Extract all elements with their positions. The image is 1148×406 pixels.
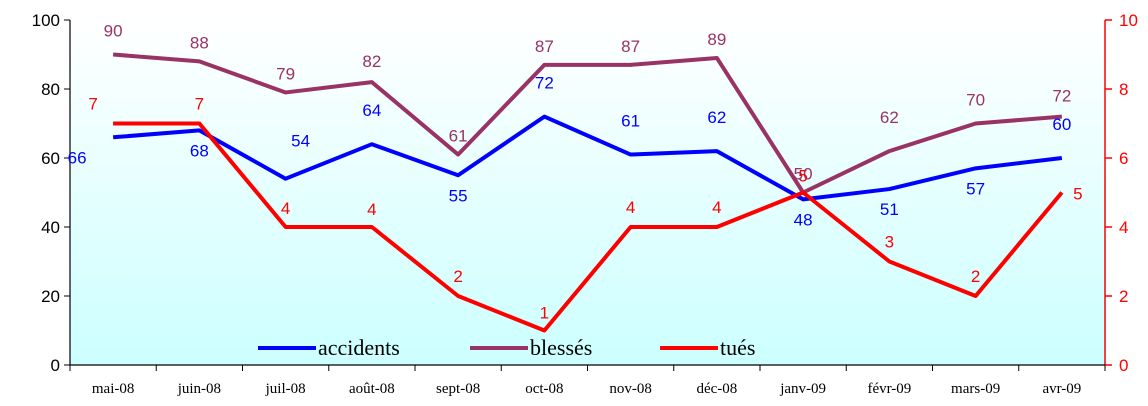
series-line-blessés	[112, 52, 1063, 195]
data-label-tués: 4	[367, 200, 376, 219]
data-label-blessés: 87	[621, 37, 640, 56]
data-label-tués: 4	[712, 198, 721, 217]
data-label-accidents: 68	[190, 141, 209, 160]
x-tick-label: août-08	[349, 381, 395, 397]
x-tick-label: sept-08	[436, 381, 480, 397]
y-right-tick-label: 6	[1119, 149, 1128, 168]
legend-label-blessés: blessés	[530, 335, 592, 360]
data-label-tués: 4	[281, 199, 290, 218]
data-label-accidents: 60	[1052, 115, 1071, 134]
data-label-blessés: 50	[794, 165, 813, 184]
data-label-blessés: 61	[449, 127, 468, 146]
y-left-tick-label: 60	[41, 149, 60, 168]
data-label-blessés: 70	[966, 91, 985, 110]
data-label-accidents: 48	[794, 210, 813, 229]
x-tick-label: janv-09	[779, 381, 826, 397]
legend-label-accidents: accidents	[318, 335, 400, 360]
y-right-tick-label: 2	[1119, 287, 1128, 306]
data-label-accidents: 54	[291, 132, 310, 151]
x-tick-label: avr-09	[1042, 381, 1081, 397]
data-label-blessés: 90	[104, 22, 123, 41]
data-label-accidents: 64	[362, 101, 381, 120]
y-right-tick-label: 4	[1119, 218, 1128, 237]
data-label-tués: 1	[540, 304, 549, 323]
x-tick-label: nov-08	[609, 381, 652, 397]
data-label-tués: 7	[88, 95, 97, 114]
data-label-tués: 2	[453, 267, 462, 286]
data-label-blessés: 88	[190, 33, 209, 52]
data-label-accidents: 66	[68, 148, 87, 167]
series-line-accidents	[112, 114, 1063, 202]
data-label-blessés: 89	[707, 30, 726, 49]
data-label-accidents: 72	[535, 74, 554, 93]
series-line-tués	[113, 121, 1064, 333]
x-tick-label: juil-08	[265, 381, 306, 397]
x-tick-label: juin-08	[177, 381, 221, 397]
y-left-tick-label: 100	[32, 11, 60, 30]
data-label-blessés: 72	[1052, 87, 1071, 106]
data-label-blessés: 79	[276, 64, 295, 83]
y-right-tick-label: 8	[1119, 80, 1128, 99]
data-label-accidents: 62	[707, 108, 726, 127]
y-left-tick-label: 40	[41, 218, 60, 237]
data-label-tués: 7	[195, 95, 204, 114]
data-label-accidents: 55	[449, 186, 468, 205]
data-label-tués: 3	[885, 233, 894, 252]
data-label-accidents: 61	[621, 112, 640, 131]
y-right-tick-label: 0	[1119, 356, 1128, 375]
y-left-tick-label: 20	[41, 287, 60, 306]
data-label-tués: 5	[1073, 185, 1082, 204]
data-label-accidents: 57	[966, 179, 985, 198]
legend-label-tués: tués	[720, 335, 755, 360]
y-right-tick-label: 10	[1119, 11, 1138, 30]
data-label-blessés: 82	[362, 52, 381, 71]
data-label-accidents: 51	[880, 200, 899, 219]
data-label-blessés: 87	[535, 37, 554, 56]
y-left-tick-label: 0	[51, 356, 60, 375]
x-tick-label: mai-08	[92, 381, 135, 397]
x-tick-label: févr-09	[867, 381, 911, 397]
data-label-tués: 4	[626, 198, 635, 217]
x-tick-label: déc-08	[696, 381, 737, 397]
data-label-tués: 5	[798, 167, 807, 186]
x-tick-label: mars-09	[951, 381, 1000, 397]
data-label-tués: 2	[971, 267, 980, 286]
y-left-tick-label: 80	[41, 80, 60, 99]
data-label-blessés: 62	[880, 108, 899, 127]
x-tick-label: oct-08	[525, 381, 563, 397]
